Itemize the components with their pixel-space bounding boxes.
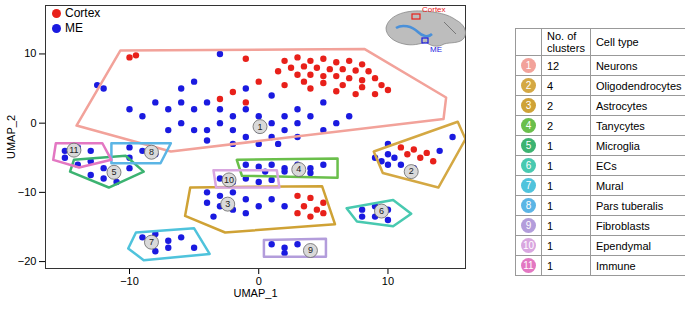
html-text:Cortex: Cortex: [65, 6, 101, 20]
svg-text:10: 10: [224, 175, 234, 185]
svg-text:−10: −10: [120, 275, 139, 287]
html-text:2: 2: [547, 119, 554, 132]
html-text:Fibroblasts: Fibroblasts: [595, 219, 650, 232]
html-text:Immune: Immune: [595, 259, 636, 272]
html-text:9: 9: [525, 220, 532, 231]
html-text:Microglia: Microglia: [595, 139, 640, 152]
html-text:4: 4: [525, 120, 532, 131]
svg-text:8: 8: [149, 147, 154, 157]
svg-text:5: 5: [111, 167, 116, 177]
svg-text:ME: ME: [430, 45, 442, 54]
html-text:12: 12: [547, 59, 560, 72]
svg-text:7: 7: [149, 237, 154, 247]
html-text:6: 6: [525, 160, 532, 171]
svg-text:UMAP_2: UMAP_2: [5, 115, 17, 159]
html-text:4: 4: [547, 79, 554, 92]
html-text:Pars tuberalis: Pars tuberalis: [595, 199, 664, 212]
html-text:2: 2: [525, 80, 532, 91]
svg-text:6: 6: [379, 206, 384, 216]
html-text:Cell type: Cell type: [595, 36, 639, 48]
html-text:1: 1: [547, 139, 554, 152]
html-text:8: 8: [525, 200, 532, 211]
html-text:ME: ME: [65, 21, 83, 35]
html-text:5: 5: [525, 140, 532, 151]
svg-text:10: 10: [24, 47, 36, 59]
html-text:1: 1: [525, 60, 532, 71]
svg-text:UMAP_1: UMAP_1: [233, 287, 277, 299]
html-text:Ependymal: Ependymal: [595, 239, 651, 252]
html-text:1: 1: [547, 239, 554, 252]
html-text:Oligodendrocytes: Oligodendrocytes: [595, 79, 682, 92]
svg-text:Cortex: Cortex: [422, 5, 446, 14]
html-text:Mural: Mural: [595, 179, 624, 192]
html-text:1: 1: [547, 199, 554, 212]
html-text:11: 11: [523, 260, 534, 271]
svg-text:11: 11: [69, 145, 78, 155]
html-text:No. of clusters: No. of clusters: [547, 30, 585, 54]
html-text:1: 1: [547, 159, 554, 172]
html-text:Astrocytes: Astrocytes: [595, 99, 648, 112]
svg-text:−10: −10: [18, 186, 37, 198]
svg-text:4: 4: [296, 164, 301, 174]
svg-text:1: 1: [258, 121, 263, 131]
html-text:2: 2: [547, 99, 554, 112]
html-text:Neurons: Neurons: [595, 59, 638, 72]
svg-text:3: 3: [225, 199, 230, 209]
svg-text:0: 0: [256, 275, 262, 287]
html-text:1: 1: [547, 219, 554, 232]
html-text:10: 10: [522, 240, 535, 251]
svg-text:−20: −20: [18, 255, 37, 267]
html-text:1: 1: [547, 179, 554, 192]
html-text:ECs: ECs: [595, 159, 617, 172]
html-text:3: 3: [525, 100, 532, 111]
svg-text:2: 2: [409, 166, 414, 176]
svg-text:10: 10: [382, 275, 394, 287]
html-text:Tanycytes: Tanycytes: [595, 119, 645, 132]
html-text:7: 7: [525, 180, 532, 191]
svg-text:9: 9: [308, 245, 313, 255]
svg-text:0: 0: [30, 117, 36, 129]
html-text:1: 1: [547, 259, 554, 272]
